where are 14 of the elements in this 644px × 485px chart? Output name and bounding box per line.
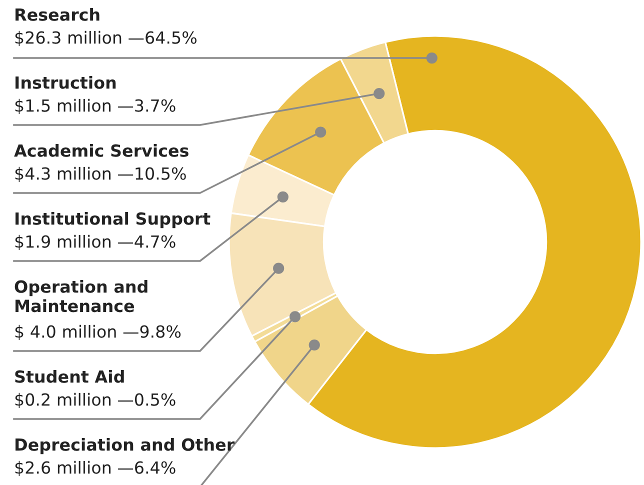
data-label: $0.2 million —0.5%	[15, 392, 176, 408]
slice-label: Student Aid	[15, 370, 124, 383]
slice-label: Research	[16, 8, 100, 21]
slice-label: Institutional Support	[16, 212, 210, 228]
slice-label: Depreciation and Other	[16, 438, 235, 454]
data-label: $2.6 million —6.4%	[15, 460, 176, 476]
data-label: $1.9 million —4.7%	[15, 234, 176, 250]
data-label: $4.3 million —10.5%	[15, 166, 186, 182]
slice-label: Academic Services	[14, 144, 188, 157]
data-label: $26.3 million —64.5%	[15, 30, 197, 46]
data-label: $1.5 million —3.7%	[15, 98, 176, 114]
slice-label: Operation and Maintenance	[14, 280, 148, 312]
data-label: $ 4.0 million —9.8%	[15, 324, 181, 340]
slice-label: Instruction	[16, 76, 116, 89]
